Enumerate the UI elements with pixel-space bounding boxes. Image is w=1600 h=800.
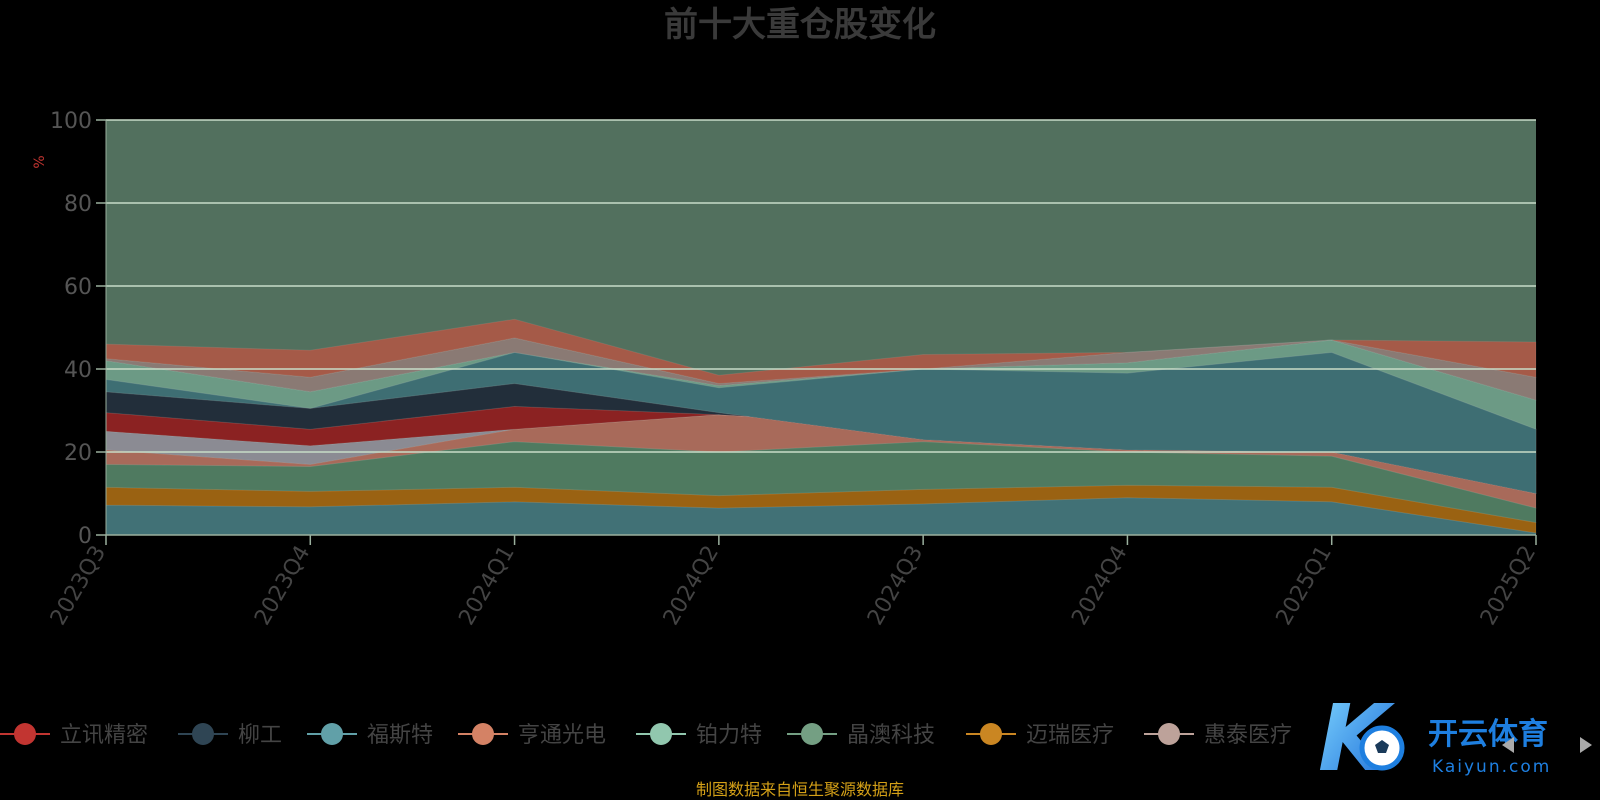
legend-marker bbox=[801, 723, 823, 745]
x-tick-label: 2024Q1 bbox=[454, 542, 519, 630]
legend-item[interactable]: 迈瑞医疗 bbox=[966, 723, 1114, 748]
grid-layer bbox=[106, 119, 1536, 453]
y-tick-label: 100 bbox=[50, 109, 92, 134]
y-tick-label: 80 bbox=[64, 192, 92, 217]
legend: 立讯精密 柳工 福斯特 亨通光电 铂力特 晶澳科技 迈瑞医疗 惠泰医疗 bbox=[0, 723, 1292, 748]
y-tick-label: 0 bbox=[78, 524, 92, 549]
x-tick-label: 2023Q4 bbox=[250, 542, 315, 630]
chart-title: 前十大重仓股变化 bbox=[664, 5, 936, 45]
watermark-domain: Kaiyun.com bbox=[1432, 757, 1551, 777]
legend-label: 迈瑞医疗 bbox=[1026, 723, 1114, 748]
y-tick-label: 20 bbox=[64, 441, 92, 466]
legend-label: 柳工 bbox=[238, 723, 282, 748]
legend-marker bbox=[321, 723, 343, 745]
legend-label: 铂力特 bbox=[696, 723, 762, 748]
legend-label: 亨通光电 bbox=[518, 723, 606, 748]
legend-label: 惠泰医疗 bbox=[1204, 723, 1292, 748]
x-tick-label: 2024Q4 bbox=[1067, 542, 1132, 630]
y-tick-label: 40 bbox=[64, 358, 92, 383]
areas-layer bbox=[105, 318, 1537, 536]
watermark-brand: 开云体育 bbox=[1428, 717, 1548, 752]
legend-marker bbox=[192, 723, 214, 745]
area-band-11 bbox=[105, 318, 1537, 385]
data-source-note: 制图数据来自恒生聚源数据库 bbox=[696, 780, 904, 799]
x-tick-label: 2023Q3 bbox=[46, 542, 111, 630]
y-axis-label: % bbox=[32, 155, 48, 168]
legend-marker bbox=[1158, 723, 1180, 745]
legend-item[interactable]: 晶澳科技 bbox=[787, 723, 935, 748]
watermark-logo: K 开云体育 Kaiyun.com bbox=[1318, 685, 1551, 792]
legend-item[interactable]: 福斯特 bbox=[307, 723, 433, 748]
x-tick-label: 2025Q1 bbox=[1272, 542, 1337, 630]
legend-item[interactable]: 立讯精密 bbox=[0, 723, 148, 748]
legend-marker bbox=[650, 723, 672, 745]
y-tick-label: 60 bbox=[64, 275, 92, 300]
legend-label: 立讯精密 bbox=[60, 723, 148, 748]
legend-marker bbox=[980, 723, 1002, 745]
area-band-2 bbox=[105, 484, 1537, 534]
x-tick-label: 2025Q2 bbox=[1476, 542, 1541, 630]
legend-item[interactable]: 惠泰医疗 bbox=[1144, 723, 1292, 748]
legend-marker bbox=[14, 723, 36, 745]
legend-item[interactable]: 亨通光电 bbox=[458, 723, 606, 748]
legend-item[interactable]: 柳工 bbox=[178, 723, 282, 748]
legend-next-arrow-icon[interactable] bbox=[1580, 737, 1592, 753]
legend-marker bbox=[472, 723, 494, 745]
x-tick-label: 2024Q3 bbox=[863, 542, 928, 630]
x-tick-label: 2024Q2 bbox=[659, 542, 724, 630]
legend-item[interactable]: 铂力特 bbox=[636, 723, 762, 748]
legend-label: 福斯特 bbox=[367, 723, 433, 748]
legend-label: 晶澳科技 bbox=[847, 723, 935, 748]
legend-prev-arrow-icon[interactable] bbox=[1502, 737, 1514, 753]
